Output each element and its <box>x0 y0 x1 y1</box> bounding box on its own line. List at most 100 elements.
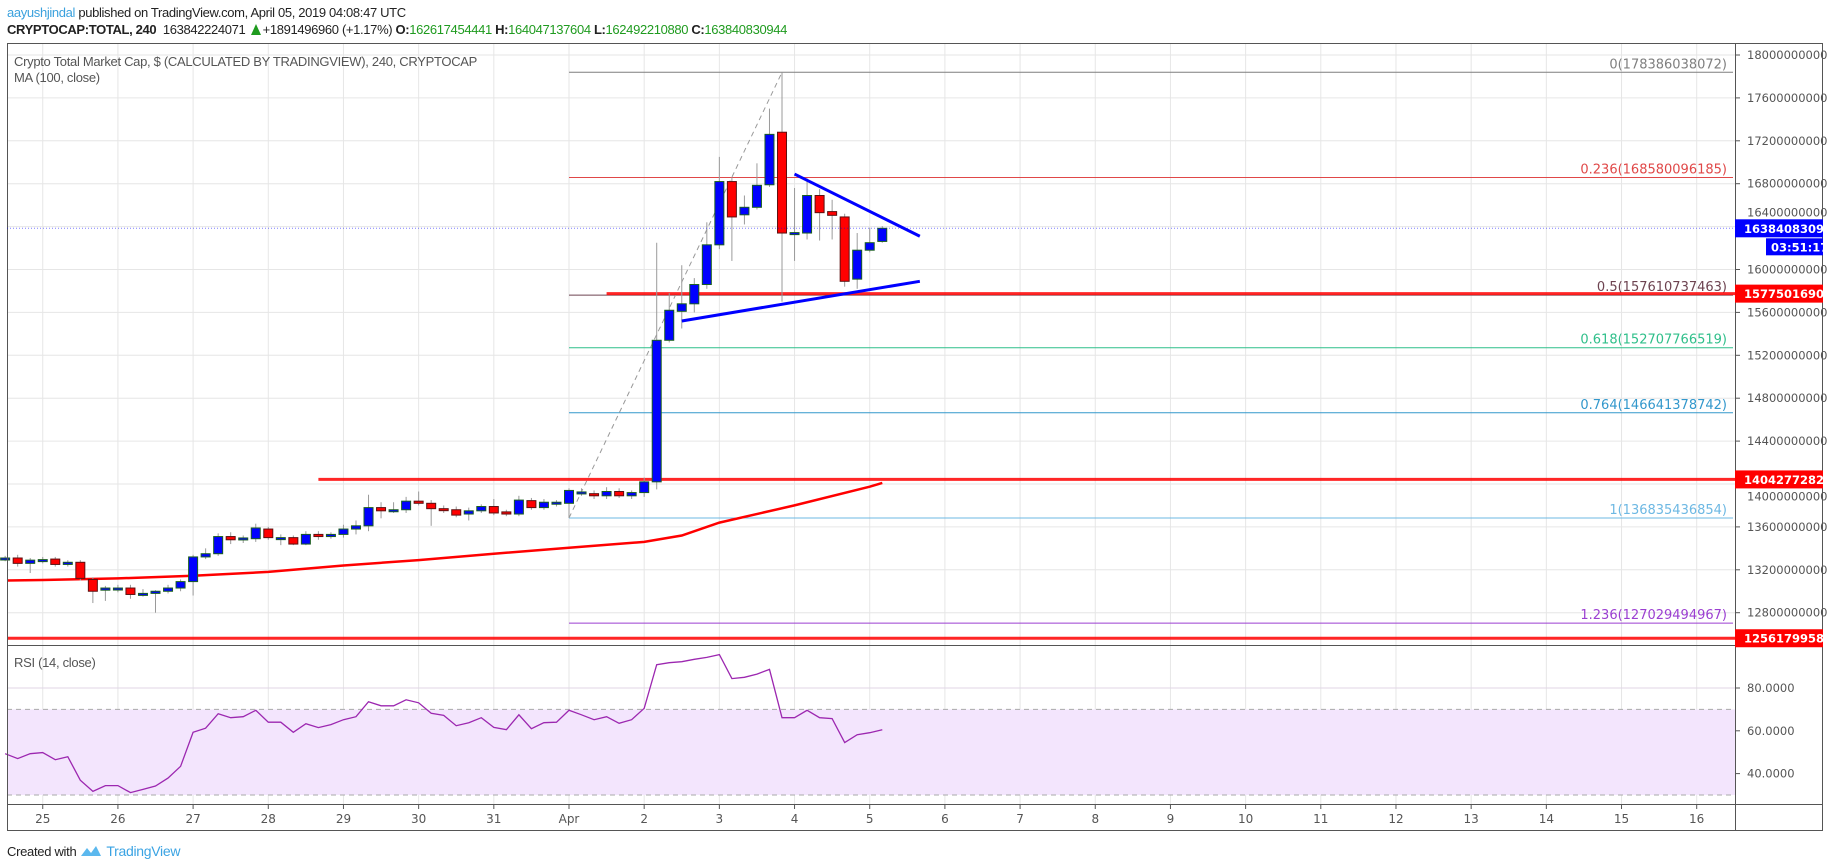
price-axis-label: 140000000000 <box>1747 489 1828 503</box>
time-axis-label: 5 <box>866 812 874 826</box>
horizontal-lines[interactable] <box>7 292 1735 640</box>
time-axis-label: 9 <box>1167 812 1175 826</box>
candle-up <box>275 537 286 541</box>
time-axis-label: 14 <box>1539 812 1554 826</box>
created-with-text: Created with <box>7 843 77 859</box>
candle-down <box>288 537 299 545</box>
fib-level-label: 0.236(168580096185) <box>1580 162 1727 177</box>
candle-down <box>827 211 838 216</box>
candle-down <box>614 491 625 497</box>
trendlines[interactable] <box>681 172 921 323</box>
candle-up <box>664 309 675 341</box>
candle-up <box>175 581 186 589</box>
candle-down <box>526 500 537 509</box>
candle-up <box>877 227 888 242</box>
fib-level-label: 1(136835436854) <box>1609 503 1727 518</box>
candle-down <box>75 561 86 579</box>
candle-down <box>87 578 98 592</box>
candle-up <box>100 587 111 591</box>
price-axis-label: 128000000000 <box>1747 606 1828 620</box>
open-value: 162617454441 <box>409 22 492 37</box>
high-label: H: <box>495 22 509 37</box>
candle-down <box>313 533 324 538</box>
candle-down <box>501 511 512 515</box>
rsi-axis[interactable]: 80.0000 60.0000 40.0000 <box>1735 681 1795 781</box>
candle-up <box>626 492 637 497</box>
rsi-axis-label: 80.0000 <box>1747 681 1795 695</box>
candle-up <box>576 491 587 495</box>
fibonacci-retracement[interactable]: 0(178386038072) 0.236(168580096185) 0.5(15… <box>568 57 1733 624</box>
candle-up <box>802 194 813 234</box>
candle-down <box>426 502 437 510</box>
publish-info: aayushjindal published on TradingView.co… <box>7 5 406 20</box>
last-price-label: 163840830944 <box>1744 222 1828 236</box>
rsi-line <box>4 653 883 794</box>
candle-up <box>213 536 224 555</box>
symbol-name: CRYPTOCAP:TOTAL, 240 <box>7 22 157 37</box>
time-axis-label: 7 <box>1016 812 1024 826</box>
low-label: L: <box>593 22 606 37</box>
time-axis-label: Apr <box>559 812 580 826</box>
fib-level-label: 1.236(127029494967) <box>1580 608 1727 623</box>
candle-down <box>438 508 449 512</box>
candle-up <box>0 557 11 561</box>
time-axis-label: 2 <box>640 812 648 826</box>
candle-up <box>150 590 161 594</box>
price-axis-label: 148000000000 <box>1747 391 1828 405</box>
ma-legend[interactable]: MA (100, close) <box>14 70 100 85</box>
time-axis-label: 11 <box>1313 812 1328 826</box>
time-axis-label: 3 <box>716 812 724 826</box>
price-axis-label: 160000000000 <box>1747 263 1828 277</box>
tradingview-link[interactable]: TradingView <box>106 843 181 859</box>
publish-text: published on TradingView.com, April 05, … <box>75 5 406 20</box>
price-axis-label: 152000000000 <box>1747 348 1828 362</box>
price-axis-label: 168000000000 <box>1747 177 1828 191</box>
chart-title: Crypto Total Market Cap, $ (CALCULATED B… <box>14 54 477 69</box>
trendline[interactable] <box>681 279 921 323</box>
time-axis-label: 16 <box>1689 812 1704 826</box>
trendline[interactable] <box>793 172 921 238</box>
candle-up <box>789 232 800 236</box>
open-label: O: <box>395 22 410 37</box>
fib-level-label: 0.618(152707766519) <box>1580 333 1727 348</box>
price-tag-label: 140427728207 <box>1744 473 1828 487</box>
candle-up <box>564 489 574 504</box>
candle-up <box>751 184 762 208</box>
time-axis-label: 15 <box>1614 812 1629 826</box>
candle-up <box>538 501 549 509</box>
time-axis-label: 31 <box>486 812 501 826</box>
price-tag <box>1735 470 1823 489</box>
price-axis-tags: 157750169011 140427728207 125617995835 1638… <box>7 219 1828 648</box>
price-change: +1891496960 (+1.17%) <box>262 22 393 37</box>
time-axis-label: 27 <box>185 812 200 826</box>
candle-up <box>163 587 174 592</box>
chart-frame <box>7 43 1823 831</box>
grid <box>7 44 1735 804</box>
candle-up <box>388 509 399 513</box>
time-axis-label: 29 <box>336 812 351 826</box>
time-axis-label: 25 <box>35 812 50 826</box>
symbol-info: CRYPTOCAP:TOTAL, 240 163842224071 +18914… <box>7 22 787 37</box>
time-axis[interactable]: 25 26 27 28 29 30 31 Apr 2 3 4 5 6 7 8 9 10 11 12 13 14 15 16 <box>35 804 1704 826</box>
rsi-axis-label: 40.0000 <box>1747 767 1795 781</box>
price-tag-label: 125617995835 <box>1744 632 1828 646</box>
tradingview-logo-icon <box>81 846 102 856</box>
author-link[interactable]: aayushjindal <box>7 5 76 20</box>
last-price: 163842224071 <box>162 22 246 37</box>
time-axis-label: 12 <box>1388 812 1403 826</box>
candle-down <box>376 507 387 512</box>
candle-up <box>639 481 650 494</box>
close-value: 163840830944 <box>704 22 787 37</box>
candle-up <box>701 244 712 286</box>
price-axis[interactable]: 180000000000 176000000000 172000000000 1680… <box>1735 48 1828 620</box>
time-axis-label: 13 <box>1464 812 1479 826</box>
rsi-legend[interactable]: RSI (14, close) <box>14 655 96 670</box>
candle-up <box>300 533 311 545</box>
high-value: 164047137604 <box>508 22 591 37</box>
price-tag <box>1735 284 1823 303</box>
price-tag-label: 157750169011 <box>1744 287 1828 301</box>
candle-down <box>451 509 462 516</box>
candle-down <box>726 181 737 218</box>
fib-level-label: 0.5(157610737463) <box>1597 280 1727 295</box>
